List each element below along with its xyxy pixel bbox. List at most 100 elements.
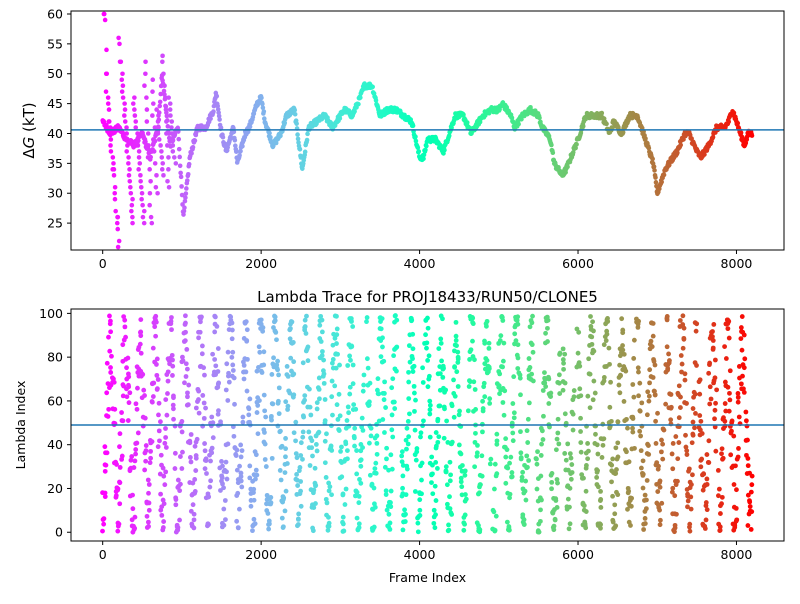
lambda-point	[590, 319, 595, 325]
delta-g-point	[128, 184, 133, 190]
delta-g-point	[220, 134, 226, 140]
lambda-point	[475, 443, 480, 448]
delta-g-point	[157, 99, 163, 105]
lambda-point	[347, 353, 353, 359]
lambda-point	[221, 485, 226, 491]
lambda-point	[410, 331, 416, 337]
lambda-point	[354, 489, 360, 495]
lambda-point	[196, 335, 201, 341]
delta-g-point	[115, 226, 121, 232]
lambda-point	[457, 408, 462, 414]
lambda-point	[376, 418, 382, 424]
delta-g-point	[416, 149, 422, 154]
lambda-point	[307, 404, 313, 410]
lambda-point	[632, 445, 637, 451]
lambda-y-tick-label: 20	[47, 481, 63, 496]
lambda-point	[307, 386, 312, 392]
lambda-point	[349, 344, 355, 349]
lambda-point	[349, 319, 354, 324]
lambda-point	[247, 475, 253, 481]
lambda-point	[513, 338, 519, 344]
lambda-point	[318, 339, 324, 344]
lambda-point	[479, 473, 485, 479]
lambda-point	[112, 406, 118, 412]
lambda-point	[223, 517, 228, 523]
lambda-point	[515, 342, 521, 348]
delta-g-point	[148, 154, 153, 160]
lambda-point	[486, 364, 492, 370]
lambda-point	[449, 439, 455, 445]
delta-g-point	[166, 155, 171, 160]
delta-g-point	[158, 91, 163, 97]
lambda-point	[492, 461, 498, 467]
lambda-point	[553, 447, 559, 453]
delta-g-point	[127, 178, 133, 184]
lambda-point	[481, 380, 487, 386]
lambda-point	[340, 519, 345, 525]
lambda-point	[530, 313, 535, 319]
lambda-point	[598, 525, 603, 531]
lambda-point	[360, 445, 366, 450]
lambda-point	[427, 407, 433, 413]
lambda-point	[182, 380, 187, 386]
lambda-point	[570, 411, 576, 417]
delta-g-point	[565, 164, 570, 170]
lambda-point	[190, 502, 196, 508]
lambda-point	[209, 414, 215, 420]
delta-g-point	[181, 212, 186, 217]
lambda-point	[276, 385, 282, 391]
lambda-point	[368, 425, 374, 431]
lambda-point	[565, 467, 571, 473]
lambda-point	[404, 425, 410, 431]
lambda-point	[406, 379, 412, 385]
lambda-point	[409, 353, 415, 359]
lambda-point	[310, 525, 316, 531]
lambda-point	[437, 371, 443, 376]
lambda-point	[546, 401, 552, 406]
lambda-point	[412, 427, 418, 433]
lambda-point	[537, 518, 543, 524]
lambda-point	[403, 492, 409, 498]
lambda-point	[670, 441, 676, 446]
lambda-point	[171, 416, 176, 422]
lambda-point	[373, 470, 379, 476]
delta-g-point	[516, 121, 521, 127]
lambda-point	[467, 357, 472, 362]
lambda-point	[435, 439, 441, 445]
lambda-point	[293, 419, 299, 425]
lambda-point	[188, 459, 194, 465]
delta-g-point	[304, 137, 310, 143]
lambda-point	[515, 355, 521, 361]
delta-g-point	[302, 149, 308, 155]
delta-g-point	[112, 190, 118, 196]
delta-g-point	[177, 163, 183, 169]
lambda-point	[610, 456, 616, 462]
lambda-point	[330, 412, 335, 418]
lambda-point	[238, 474, 244, 479]
lambda-point	[197, 329, 203, 335]
lambda-point	[210, 420, 216, 426]
lambda-point	[630, 429, 636, 435]
lambda-point	[169, 327, 174, 333]
delta-g-point	[749, 133, 755, 138]
lambda-point	[150, 394, 156, 399]
lambda-point	[389, 412, 395, 418]
delta-g-point	[165, 178, 170, 184]
lambda-point	[546, 374, 551, 380]
lambda-point	[529, 371, 535, 377]
lambda-point	[173, 497, 179, 502]
lambda-point	[554, 477, 560, 482]
delta-g-point	[260, 101, 265, 107]
lambda-point	[690, 472, 695, 478]
lambda-point	[710, 334, 715, 340]
lambda-point	[646, 393, 652, 399]
lambda-point	[511, 374, 517, 380]
lambda-point	[213, 363, 219, 369]
delta-g-point	[138, 173, 143, 178]
delta-g-point	[152, 138, 158, 144]
lambda-point	[645, 389, 651, 395]
lambda-point	[216, 408, 221, 414]
lambda-point	[500, 318, 506, 323]
lambda-point	[163, 445, 169, 450]
